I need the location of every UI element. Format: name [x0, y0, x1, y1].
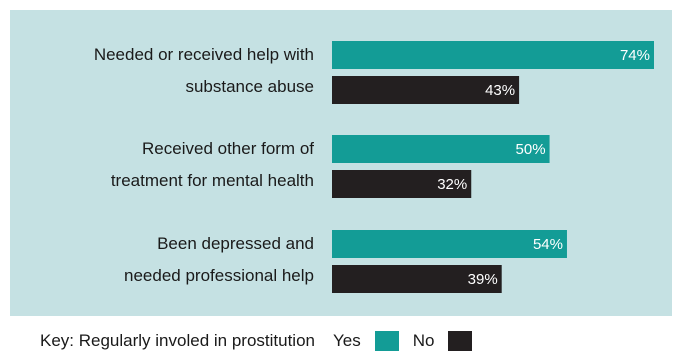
bar-value-label: 50%: [516, 141, 546, 158]
category-label-line: substance abuse: [185, 77, 314, 96]
legend-yes-label: Yes: [332, 331, 361, 350]
bar-yes: [332, 135, 550, 163]
category-label-line: Received other form of: [142, 139, 314, 158]
category-label-line: needed professional help: [124, 266, 314, 285]
category-label: Needed or received help with substance ab…: [94, 45, 314, 96]
legend-no-label: No: [412, 331, 435, 350]
bar-no: [332, 265, 502, 293]
bar-value-label: 39%: [468, 271, 498, 288]
bar-value-label: 74%: [620, 47, 650, 64]
category-label: Received other form of treatment for ment…: [111, 139, 314, 190]
legend-key-text: Key: Regularly involed in prostitution: [40, 331, 315, 350]
category-label: Been depressed and needed professional he…: [124, 234, 314, 285]
category-label-line: treatment for mental health: [111, 171, 314, 190]
bar-chart: Needed or received help with substance ab…: [94, 41, 654, 293]
bar-yes: [332, 41, 654, 69]
legend-yes-swatch: [374, 331, 399, 351]
legend-no-swatch: [448, 331, 473, 351]
category-label-line: Been depressed and: [157, 234, 314, 253]
legend: Key: Regularly involed in prostitution Y…: [40, 328, 486, 354]
bar-value-label: 54%: [533, 236, 563, 253]
bar-no: [332, 76, 520, 104]
category-label-line: Needed or received help with: [94, 45, 314, 64]
bar-no: [332, 170, 472, 198]
bar-value-label: 32%: [437, 176, 467, 193]
chart-panel: Needed or received help with substance ab…: [10, 10, 672, 316]
bar-value-label: 43%: [485, 82, 515, 99]
bar-yes: [332, 230, 567, 258]
